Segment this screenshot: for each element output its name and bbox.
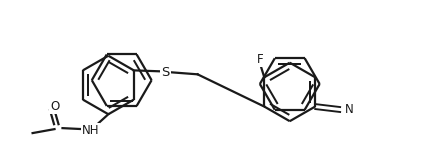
Text: F: F — [257, 53, 264, 66]
Text: N: N — [345, 103, 354, 116]
Text: O: O — [50, 100, 59, 113]
Text: NH: NH — [82, 124, 99, 137]
Text: S: S — [161, 66, 170, 79]
